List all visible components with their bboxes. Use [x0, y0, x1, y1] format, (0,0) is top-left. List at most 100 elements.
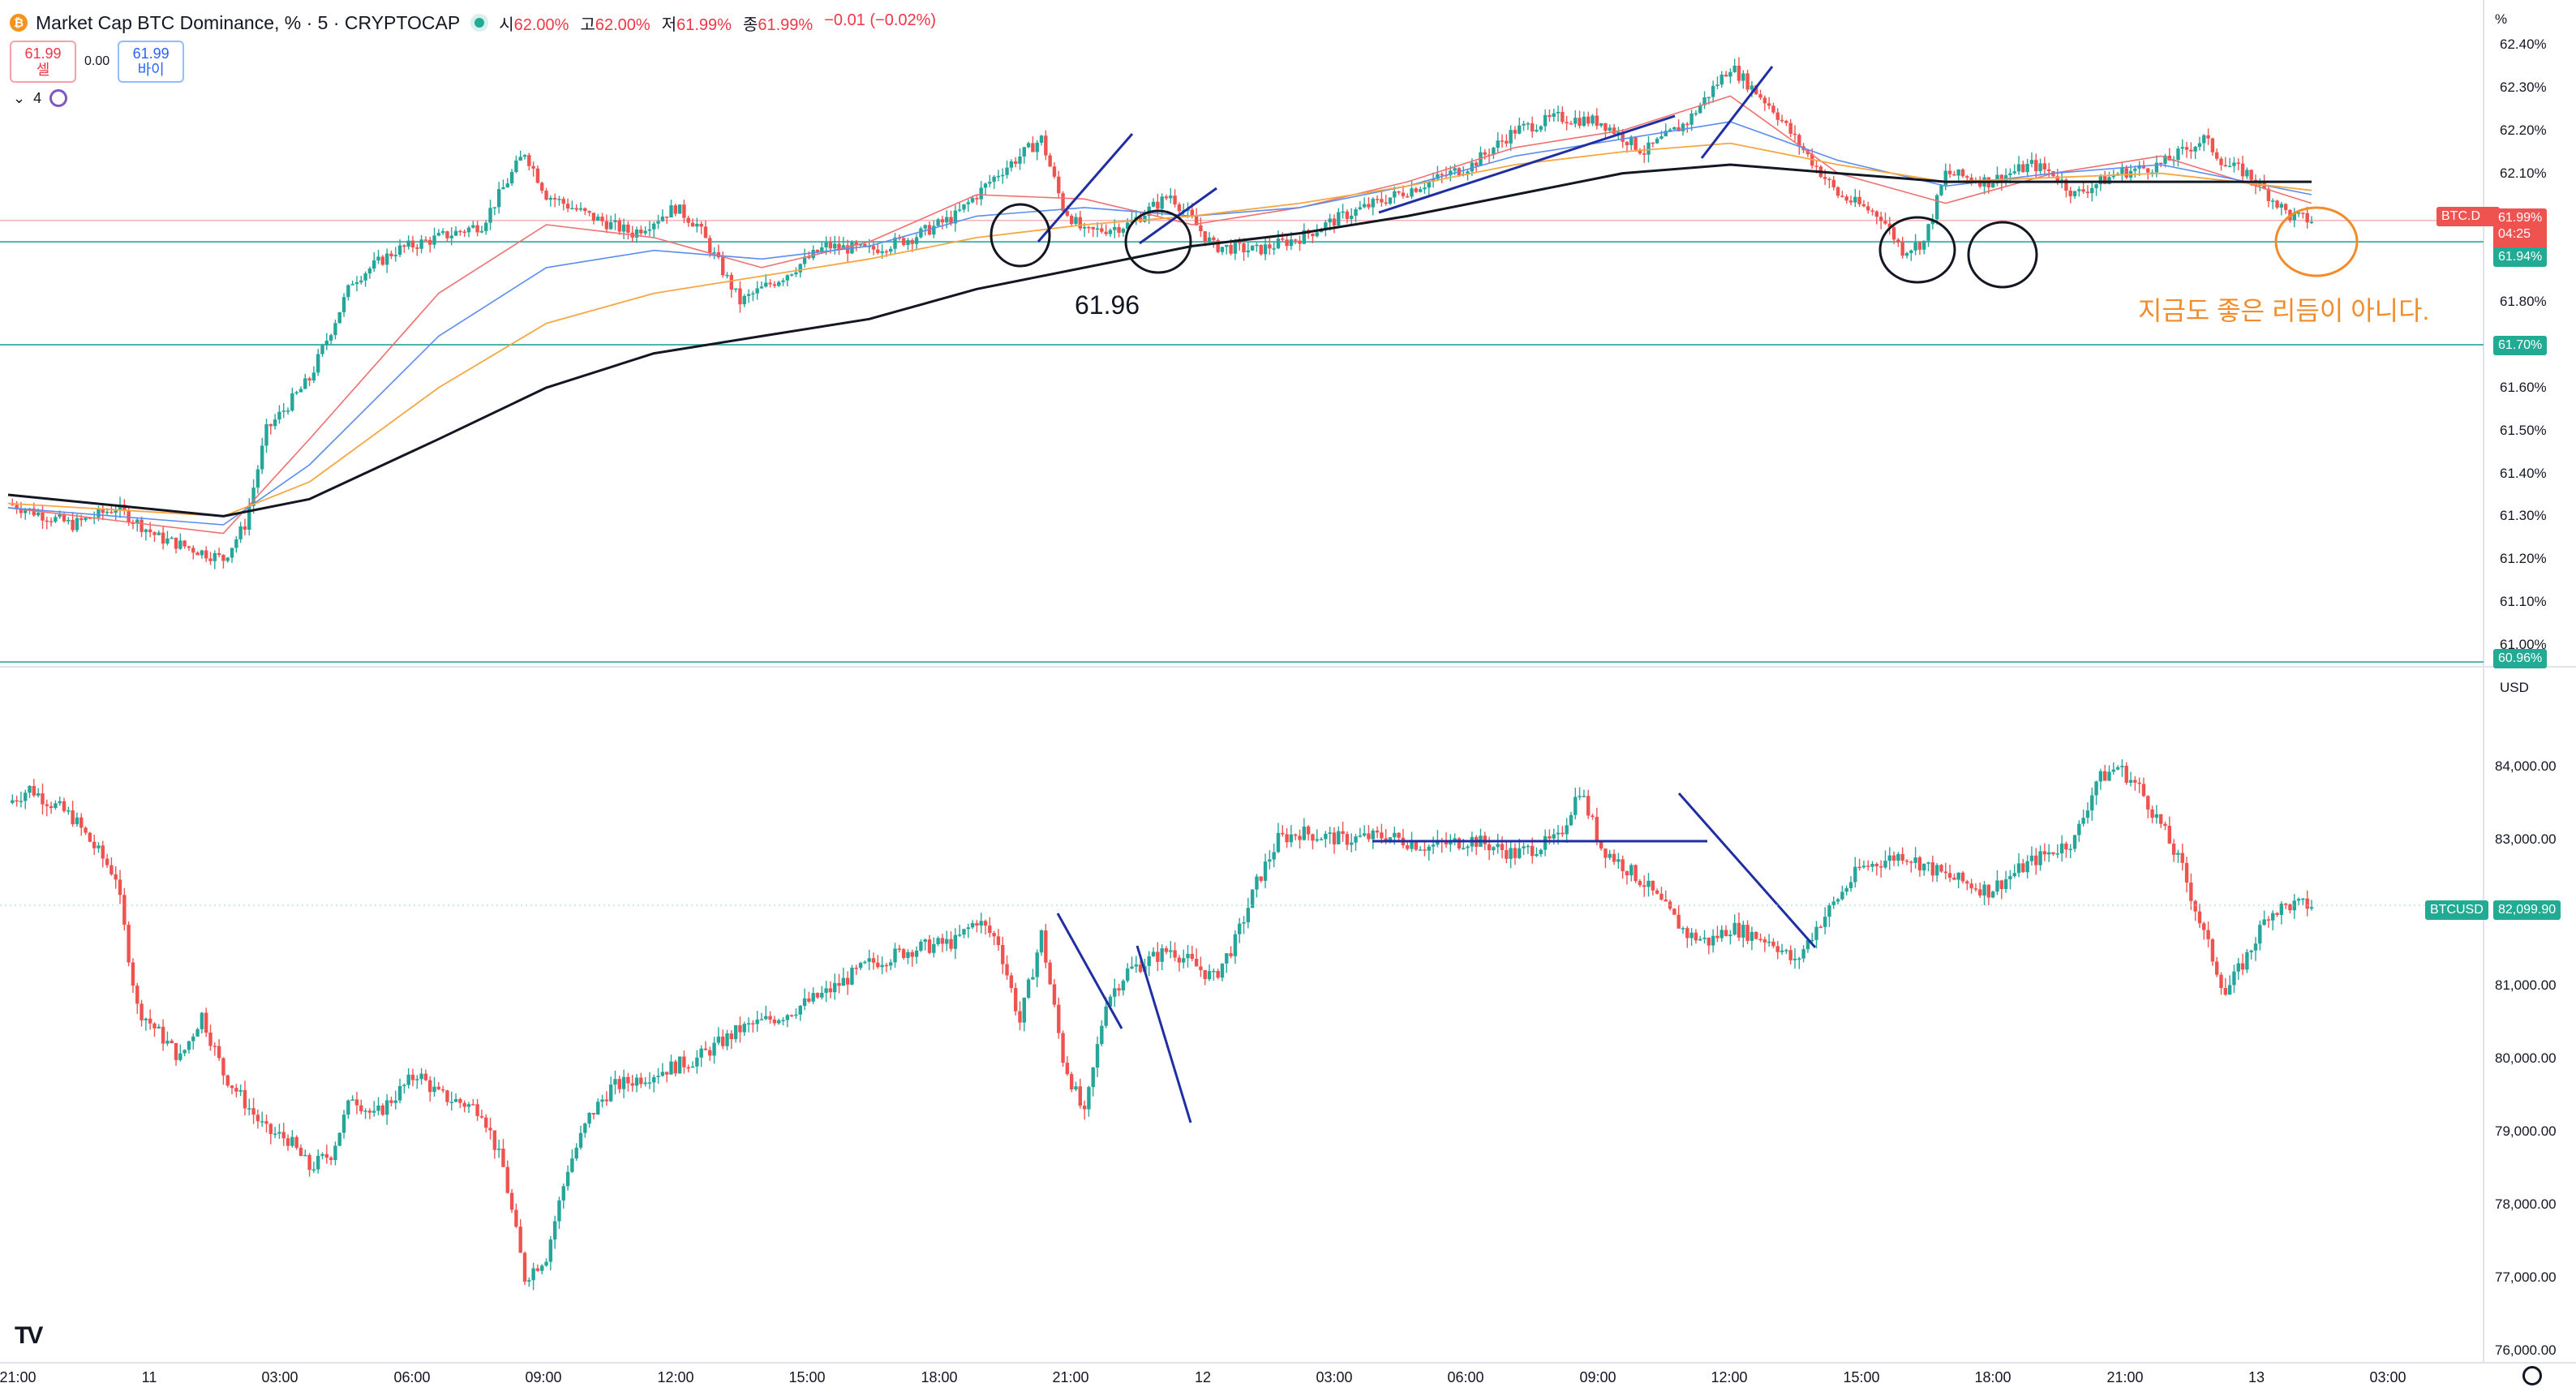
btcusd-candle	[880, 964, 884, 968]
btcd-candle	[1440, 174, 1444, 176]
gear-icon[interactable]	[2522, 1366, 2542, 1385]
btcd-candle	[932, 226, 936, 235]
btcusd-candle	[1302, 827, 1307, 840]
btcd-candle	[540, 183, 544, 191]
btcusd-candle	[1104, 1006, 1108, 1026]
btcd-candle	[88, 518, 92, 519]
btcd-candle	[432, 235, 436, 245]
btcd-candle	[664, 217, 669, 218]
btcusd-candle	[92, 841, 97, 848]
btcd-candle	[1229, 244, 1233, 254]
btcusd-candle	[716, 1036, 721, 1043]
btcd-candle	[1337, 212, 1341, 226]
btcusd-candle	[565, 1171, 570, 1187]
btcusd-candle	[1651, 880, 1655, 891]
btcusd-candle	[927, 939, 932, 953]
btcd-candle	[815, 250, 820, 253]
sell-button[interactable]: 61.99 셀	[10, 41, 76, 83]
btcusd-candle	[858, 963, 863, 969]
btcusd-candle	[1100, 1025, 1104, 1045]
btcd-candle	[1358, 207, 1363, 210]
btcd-candle	[2266, 188, 2271, 201]
btcd-candle	[1646, 142, 1651, 155]
btcusd-candle	[1091, 1067, 1095, 1088]
btcusd-candle	[1061, 1033, 1065, 1063]
time-tick-label: 13	[2248, 1369, 2265, 1385]
circle-drawing	[990, 203, 1051, 268]
btcd-candle	[755, 288, 759, 294]
btcusd-candle	[854, 967, 858, 969]
btcusd-candle	[975, 923, 979, 926]
btcd-candle	[1250, 245, 1255, 251]
btcusd-candle	[518, 1226, 522, 1253]
btcusd-candle	[277, 1132, 281, 1134]
btcd-candle	[820, 247, 824, 253]
btcusd-candle	[436, 1086, 441, 1089]
btcusd-candle	[867, 958, 871, 962]
indicators-toggle[interactable]: ⌄ 4	[13, 89, 68, 107]
btcusd-candle	[1986, 884, 1991, 898]
buy-button[interactable]: 61.99 바이	[118, 41, 185, 83]
btcusd-candle	[1805, 939, 1810, 950]
btcusd-candle	[122, 895, 127, 925]
btcusd-candle	[1242, 922, 1246, 924]
btcusd-candle	[1853, 866, 1857, 883]
btcd-candle	[1384, 202, 1388, 204]
refresh-icon[interactable]	[49, 89, 68, 107]
btcd-candle	[957, 209, 962, 211]
btcd-candle	[1956, 169, 1960, 176]
btcd-candle	[1750, 85, 1754, 90]
btcusd-candle	[320, 1153, 324, 1156]
tradingview-logo-icon[interactable]: TV	[15, 1322, 43, 1349]
btcusd-candle	[264, 1121, 268, 1124]
price-tick-label: 81,000.00	[2495, 977, 2557, 993]
btcd-candle	[1866, 206, 1870, 211]
btcd-candle	[1009, 161, 1014, 168]
btcusd-candle	[1982, 884, 1986, 896]
btcd-candle	[1406, 195, 1410, 198]
btcd-candle	[708, 238, 712, 253]
btcusd-candle	[333, 1145, 337, 1161]
btcd-candle	[2275, 200, 2279, 208]
btcd-candle	[858, 244, 863, 246]
time-tick-label: 09:00	[1579, 1369, 1616, 1385]
btcusd-candle	[1492, 847, 1496, 851]
btcd-candle	[1466, 171, 1470, 174]
btcusd-candle	[393, 1100, 397, 1103]
btcusd-candle	[1844, 888, 1848, 892]
btcd-candle	[945, 217, 949, 223]
btcusd-candle	[1999, 880, 2003, 890]
btcusd-candle	[1337, 831, 1341, 844]
btcusd-candle	[200, 1012, 204, 1029]
btcd-candle	[1634, 136, 1638, 150]
btcusd-candle	[174, 1042, 178, 1060]
btcusd-candle	[527, 1280, 531, 1282]
usd-unit-label[interactable]: USD	[2500, 680, 2529, 695]
btcd-candle	[492, 207, 497, 208]
symbol-title[interactable]: Market Cap BTC Dominance, % · 5 · CRYPTO…	[36, 11, 461, 33]
btcusd-candle	[311, 1169, 316, 1171]
btcd-candle	[208, 558, 213, 561]
btcd-candle	[1943, 170, 1947, 186]
btcd-candle	[2163, 155, 2167, 164]
time-tick-label: 18:00	[1974, 1369, 2011, 1385]
btcd-candle	[992, 176, 996, 183]
btcusd-candle	[1638, 881, 1642, 886]
btcusd-candle	[251, 1108, 255, 1115]
btcd-candle	[2223, 165, 2228, 167]
btcusd-candle	[531, 1268, 535, 1281]
btcd-candle	[574, 208, 578, 210]
btcd-candle	[1449, 170, 1453, 176]
btcusd-candle	[2124, 766, 2128, 783]
btcusd-candle	[1694, 932, 1698, 941]
btcd-candle	[1737, 66, 1741, 81]
btcusd-candle	[1453, 838, 1457, 840]
btcusd-candle	[557, 1200, 561, 1222]
btcd-candle	[2124, 168, 2128, 178]
btcusd-candle	[725, 1033, 729, 1046]
btcd-candle	[1393, 191, 1397, 198]
btcd-candle	[1969, 178, 1973, 182]
btcusd-candle	[1724, 930, 1728, 937]
btcd-candle	[273, 419, 277, 427]
